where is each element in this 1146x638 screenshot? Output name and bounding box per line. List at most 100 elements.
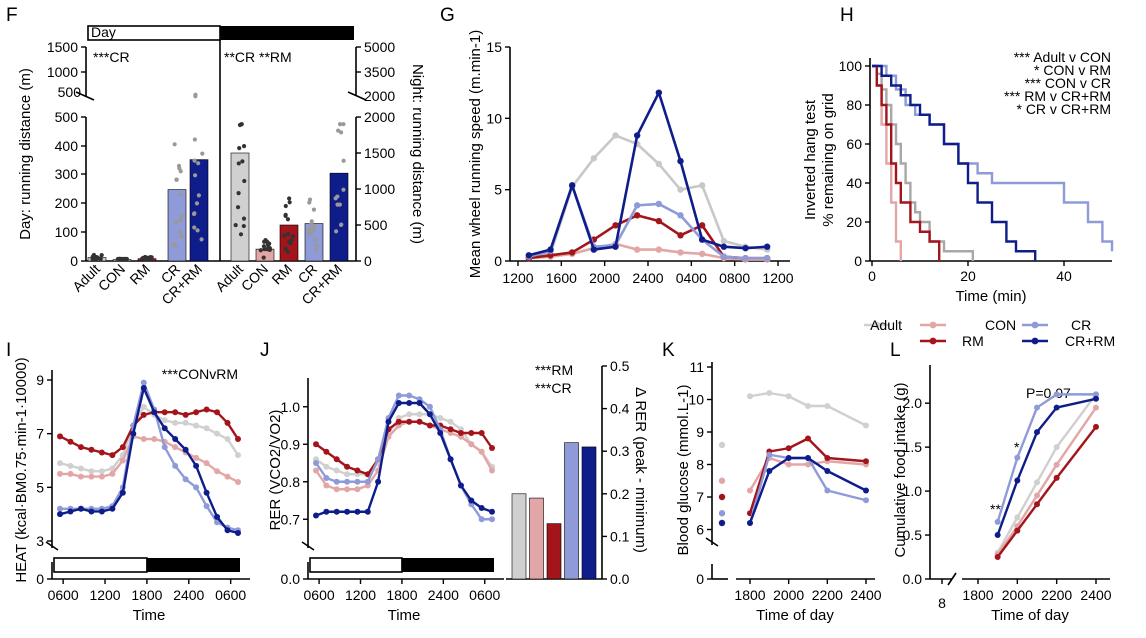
- phase-night-box: [220, 26, 354, 40]
- series-point-CON: [57, 470, 63, 477]
- series-point-RM: [447, 426, 454, 433]
- x-axis-title: Time (min): [955, 288, 1026, 305]
- annotation: **: [990, 501, 1001, 517]
- data-point: [341, 187, 346, 192]
- series-point-CON: [151, 436, 158, 443]
- annotation: *** CON v CR: [1025, 75, 1111, 91]
- x-tick-label: 1200: [345, 587, 376, 603]
- x-category-label: CON: [95, 261, 128, 294]
- x-axis-title: Time: [133, 607, 166, 624]
- axis-break-mark: [45, 541, 59, 551]
- series-point-CR+RM: [88, 508, 95, 515]
- x-tick-label: 2400: [850, 587, 881, 603]
- series-point-Adult: [590, 155, 598, 162]
- panel-j-inset: 0.0 0.1 0.2 0.3 0.4 0.5Δ RER (peak - minimum)…: [506, 358, 649, 587]
- right-tick-label: 1500: [364, 145, 395, 161]
- x-category-label: Adult: [212, 261, 246, 295]
- x-tick-label: 8: [938, 595, 946, 611]
- phase-day-label: Day: [91, 24, 116, 40]
- data-point: [195, 228, 200, 233]
- axis-break-mark: [347, 91, 367, 101]
- y-tick-label: 5: [36, 479, 44, 495]
- series-point-CON: [313, 467, 319, 474]
- series-point-CON: [224, 473, 231, 480]
- series-point-CR: [364, 478, 371, 485]
- series-point-CR+RM: [203, 489, 210, 496]
- series-point-CR+RM: [1014, 477, 1021, 484]
- series-point-CR: [863, 497, 869, 504]
- y-tick-label: 3: [36, 533, 44, 549]
- y-tick-label: 2.0: [903, 395, 923, 411]
- left-tick-label: 400: [55, 138, 79, 154]
- axis-break-mark: [705, 537, 719, 547]
- data-point: [312, 224, 317, 229]
- y-tick-label: 9: [696, 424, 704, 440]
- series-point-CR+RM: [568, 182, 576, 189]
- x-tick-label: 2400: [1080, 587, 1111, 603]
- y-tick-label: 0.5: [903, 527, 923, 543]
- series-point-Adult: [720, 237, 728, 245]
- left-tick-label: 1000: [47, 64, 78, 80]
- y-tick-label: 1.5: [903, 439, 923, 455]
- data-point: [309, 219, 314, 224]
- series-point-Adult: [344, 471, 351, 478]
- series-point-CR+RM: [313, 512, 319, 519]
- y-tick-label: 15: [486, 39, 502, 55]
- series-point-CON: [655, 246, 663, 253]
- series-point-CON: [747, 487, 753, 494]
- series-point-CR+RM: [1034, 429, 1040, 436]
- x-tick-label: 2200: [812, 587, 843, 603]
- series-point-CR: [1034, 404, 1040, 411]
- series-point-CR: [182, 476, 189, 483]
- series-point-CR+RM: [655, 89, 663, 96]
- panel-letter: F: [6, 5, 18, 26]
- y-tick-label: 10: [688, 392, 704, 408]
- data-point: [177, 230, 183, 235]
- data-point: [236, 190, 241, 196]
- x-tick-label: 2000: [1002, 587, 1033, 603]
- series-point-RM: [457, 430, 464, 436]
- right-tick-label: 500: [364, 217, 388, 233]
- series-point-CON: [203, 460, 210, 467]
- series-point-CON: [805, 461, 811, 468]
- series-point-RM: [1093, 423, 1099, 430]
- legend-swatch-dot: [1031, 321, 1039, 329]
- legend-swatch-dot: [929, 321, 937, 329]
- data-point: [258, 248, 263, 253]
- axis-break-mark: [301, 541, 315, 551]
- dark-phase-bar: [146, 558, 240, 572]
- series-point-CR: [1053, 391, 1060, 398]
- series-point-RM: [655, 217, 663, 225]
- series-point-RM: [489, 445, 495, 451]
- inset-y-tick-label: 0.3: [610, 443, 630, 459]
- series-point-CR+RM: [747, 520, 753, 526]
- data-point: [241, 144, 247, 149]
- series-point-CR+RM: [785, 455, 792, 461]
- series-point-CR+RM: [119, 489, 126, 496]
- panel-letter: J: [260, 340, 270, 361]
- x-tick-label: 0600: [215, 587, 246, 603]
- bar-day: [189, 159, 209, 262]
- series-point-CR+RM: [224, 527, 231, 534]
- series-point-RM: [1034, 501, 1040, 508]
- data-point: [338, 222, 344, 227]
- series-point-CR+RM: [140, 385, 147, 392]
- series-point-RM: [416, 418, 423, 425]
- y-tick-label: 9: [36, 372, 44, 388]
- inset-bar: [546, 523, 562, 580]
- series-point-Adult: [612, 132, 619, 139]
- series-line-CON: [60, 435, 239, 484]
- y-tick-label: 10: [486, 110, 502, 126]
- series-line-CON: [528, 242, 768, 261]
- data-point: [233, 222, 238, 228]
- series-point-CR+RM: [478, 505, 485, 511]
- x-tick-label: 1600: [546, 270, 577, 286]
- data-point: [99, 253, 104, 258]
- series-point-CR+RM: [214, 513, 221, 520]
- data-point: [191, 211, 197, 217]
- series-point-CR+RM: [235, 529, 241, 536]
- x-tick-label: 2000: [589, 270, 620, 286]
- series-point-CON: [489, 467, 495, 474]
- baseline-point-RM: [718, 493, 726, 501]
- inset-bar: [581, 446, 597, 580]
